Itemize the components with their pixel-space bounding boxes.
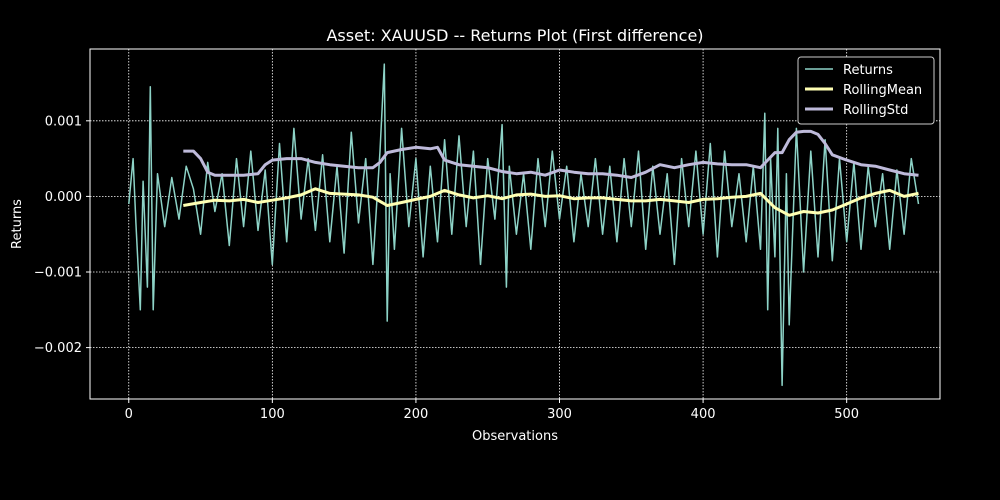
- x-tick-label: 300: [547, 407, 572, 422]
- returns-line: [128, 63, 920, 387]
- legend-label-rollingstd: RollingStd: [843, 103, 908, 118]
- series-rollingmean: [183, 187, 919, 217]
- x-axis-label: Observations: [472, 429, 558, 444]
- rollingstd-line: [183, 129, 919, 179]
- y-tick-label: −0.002: [34, 341, 82, 356]
- series-rollingstd: [183, 129, 919, 179]
- x-tick-label: 500: [834, 407, 859, 422]
- x-tick-label: 200: [404, 407, 429, 422]
- plot-series: [128, 63, 920, 387]
- x-tick-label: 100: [260, 407, 285, 422]
- legend-label-returns: Returns: [843, 63, 893, 78]
- legend-label-rollingmean: RollingMean: [843, 83, 922, 98]
- grid-lines: [90, 49, 940, 399]
- axes-frame: [89, 48, 941, 400]
- y-tick-label: −0.001: [34, 266, 82, 281]
- y-axis-ticks: 0.001 0.000 −0.001 −0.002: [34, 114, 90, 356]
- x-tick-label: 400: [691, 407, 716, 422]
- y-axis-label: Returns: [10, 199, 25, 249]
- x-tick-label: 0: [125, 407, 133, 422]
- y-tick-label: 0.000: [45, 190, 82, 205]
- legend: Returns RollingMean RollingStd: [797, 56, 935, 125]
- chart-title: Asset: XAUUSD -- Returns Plot (First dif…: [326, 26, 703, 45]
- y-tick-label: 0.001: [45, 114, 82, 129]
- series-returns: [128, 63, 920, 387]
- x-axis-ticks: 0 100 200 300 400 500: [125, 399, 859, 422]
- legend-box: [797, 56, 935, 125]
- rollingmean-line: [183, 187, 919, 217]
